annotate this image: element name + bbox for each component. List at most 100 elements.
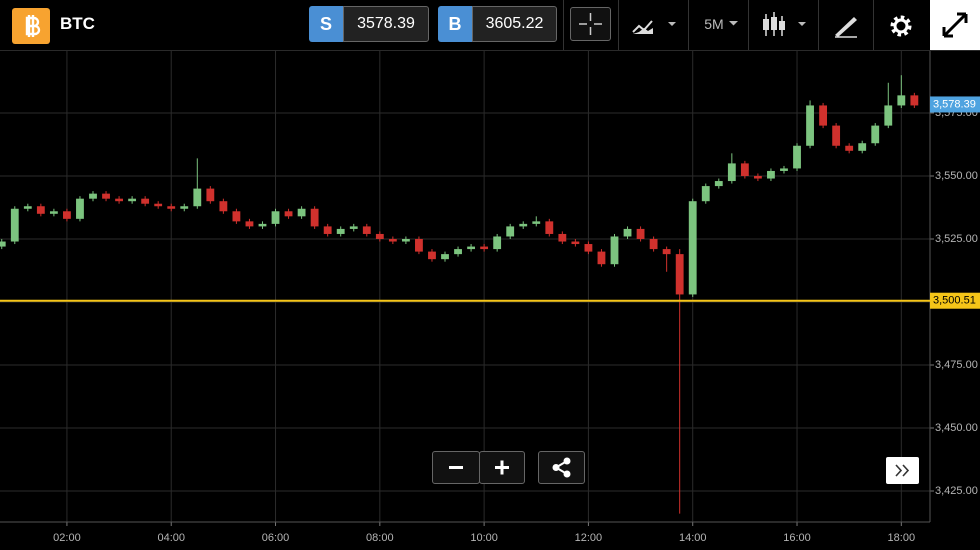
candle-body (36, 206, 45, 214)
draw-tools-button[interactable] (832, 13, 862, 39)
candle-body (193, 188, 202, 207)
y-tick-label: 3,450.00 (935, 422, 978, 434)
candle-body (388, 239, 397, 242)
zoom-in-button[interactable] (479, 451, 525, 484)
candle-body (610, 236, 619, 265)
candle-body (753, 176, 762, 179)
symbol: BTC (60, 14, 95, 33)
candle-body (271, 211, 280, 224)
candle-body (23, 206, 32, 209)
candle-body (63, 211, 71, 219)
candle-body (467, 246, 475, 250)
candle-body (806, 105, 814, 146)
candle-body (401, 239, 410, 242)
candle-body (793, 145, 801, 169)
x-tick-label: 02:00 (53, 532, 81, 544)
candle-body (10, 208, 19, 242)
separator (618, 0, 619, 50)
y-tick-label: 3,525.00 (935, 233, 978, 245)
candle-body (519, 223, 528, 227)
candle-body (714, 181, 723, 187)
candle-body (884, 105, 893, 126)
price-label: 3,578.39 (933, 98, 976, 110)
candle-body (362, 226, 371, 234)
candle-body (584, 244, 593, 252)
candle-body (336, 228, 345, 234)
crosshair-button[interactable] (570, 7, 611, 41)
candle-body (219, 201, 228, 212)
share-icon (552, 457, 571, 478)
double-arrow-icon (895, 464, 910, 477)
candle-body (545, 221, 554, 234)
fullscreen-button[interactable] (930, 0, 980, 50)
buy-button[interactable]: B (438, 6, 472, 42)
btc-glyph (25, 15, 41, 37)
candle-body (675, 254, 684, 295)
candle-body (910, 95, 919, 106)
x-tick-label: 14:00 (679, 532, 707, 544)
sell-button[interactable]: S (309, 6, 343, 42)
candle-body (0, 241, 6, 247)
share-button[interactable] (538, 451, 585, 484)
candle-body (636, 228, 645, 240)
candle-body (623, 228, 632, 237)
candle-body (180, 206, 189, 209)
separator (873, 0, 874, 50)
candle-body (597, 251, 606, 265)
toolbar: BTC S 3578.39 B 3605.22 5M (0, 0, 980, 51)
candle-body (819, 105, 828, 126)
buy-price[interactable]: 3605.22 (472, 6, 557, 42)
candle-body (415, 239, 423, 252)
minus-icon (449, 466, 463, 469)
separator (818, 0, 819, 50)
candle-body (349, 226, 358, 229)
x-tick-label: 08:00 (366, 532, 394, 544)
candle-body (206, 188, 215, 202)
chart-type-button[interactable] (630, 12, 680, 38)
candle-body (428, 251, 436, 260)
y-tick-label: 3,425.00 (935, 485, 978, 497)
candle-body (767, 170, 775, 179)
zoom-out-button[interactable] (432, 451, 480, 484)
x-tick-label: 06:00 (262, 532, 290, 544)
x-tick-label: 10:00 (470, 532, 498, 544)
candle-body (167, 206, 176, 209)
candle-body (480, 246, 489, 250)
candle-body (558, 233, 567, 242)
candle-body (441, 254, 449, 260)
price-label-bg (930, 96, 980, 113)
settings-button[interactable] (887, 12, 915, 40)
candle-body (727, 163, 736, 182)
sell-price[interactable]: 3578.39 (343, 6, 429, 42)
x-tick-label: 18:00 (888, 532, 916, 544)
candle-body (897, 95, 906, 106)
candle-body (258, 223, 267, 227)
btc-icon (12, 8, 50, 44)
candle-body (740, 163, 749, 177)
interval-button[interactable]: 5M (704, 16, 724, 32)
candle-body (375, 233, 384, 240)
x-tick-label: 12:00 (575, 532, 603, 544)
x-tick-label: 04:00 (157, 532, 185, 544)
dropdown-arrow (729, 21, 738, 26)
candle-body (701, 186, 710, 202)
candle-body (141, 198, 150, 204)
candle-body (506, 226, 515, 237)
y-tick-label: 3,475.00 (935, 359, 978, 371)
candle-body (245, 221, 254, 227)
scroll-to-latest-button[interactable] (886, 457, 919, 484)
x-tick-label: 16:00 (783, 532, 811, 544)
candle-body (323, 226, 332, 234)
candle-body (115, 198, 123, 202)
candle-style-button[interactable] (760, 10, 810, 40)
separator (563, 0, 564, 50)
candle-body (845, 145, 854, 151)
candle-body (871, 125, 880, 144)
price-label: 3,500.51 (933, 295, 976, 307)
candle-body (532, 221, 541, 224)
candle-body (154, 203, 163, 207)
separator (688, 0, 689, 50)
price-label-bg (930, 292, 980, 309)
